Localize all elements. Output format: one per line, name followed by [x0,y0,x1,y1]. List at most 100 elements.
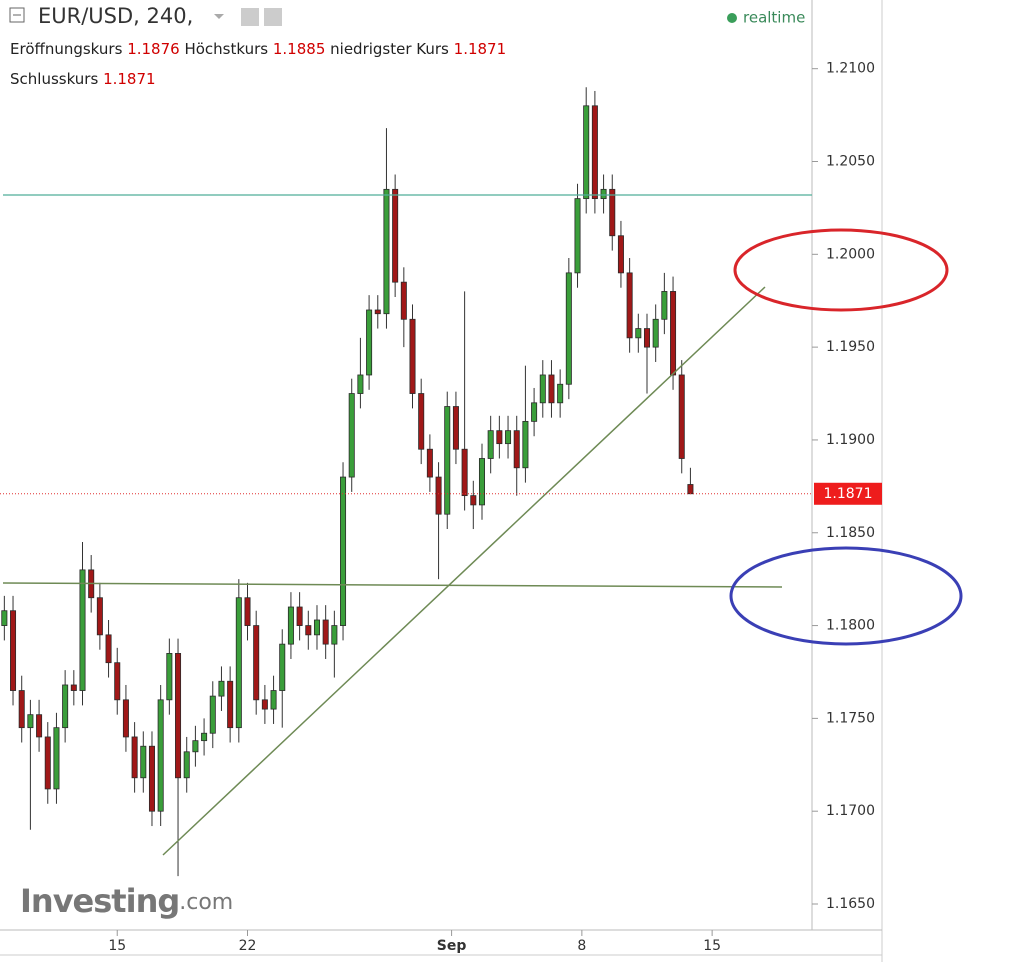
candle-body [609,188,616,237]
y-tick-label: 1.2000 [826,246,875,262]
y-tick-label: 1.1800 [826,618,875,634]
candle-body [444,406,451,515]
candle-body [357,374,364,394]
y-tick-label: 1.1950 [826,339,875,355]
candle-body [209,695,216,734]
candle-body [513,430,520,469]
candle-body [426,448,433,478]
candle-body [505,430,512,445]
gear-icon[interactable] [264,8,282,26]
candle-body [366,309,373,376]
candle-body [36,714,43,738]
watermark-brand: Investing [20,882,179,920]
candle-body [626,272,633,339]
candle-body [661,291,668,320]
ohlc-value: 1.1885 [273,40,326,58]
candle-body [235,597,242,729]
candle-body [461,448,468,497]
ohlc-label: Eröffnungskurs [10,40,123,58]
y-tick-label: 1.1900 [826,432,875,448]
support-line [2,582,783,588]
candle-body [643,328,650,348]
candle-body [583,105,590,200]
candle-body [557,383,564,404]
candle-body [305,625,312,636]
candle-body [148,745,155,812]
x-tick-label: 15 [108,938,126,954]
ohlc-line: Schlusskurs 1.1871 [10,70,156,88]
candle-body [270,690,277,710]
candle-body [539,374,546,404]
candle-body [18,690,25,729]
candle-body [261,699,268,710]
x-tick-label: 15 [703,938,721,954]
candle-body [166,653,173,701]
candle-body [44,736,51,790]
watermark: Investing.com [20,882,233,920]
candle-body [531,402,538,422]
highlight-ellipse-red [733,228,949,312]
candle-body [53,727,60,790]
candle-body [131,736,138,779]
y-tick-label: 1.1750 [826,710,875,726]
candle-body [600,188,607,200]
candle-body [79,569,86,691]
collapse-icon[interactable] [9,7,25,23]
candles [1,87,694,877]
ohlc-line: Eröffnungskurs 1.1876 Höchstkurs 1.1885 … [10,40,506,58]
candle-body [348,393,355,478]
y-tick-label: 1.1850 [826,525,875,541]
candle-body [670,291,677,376]
candle-body [62,684,69,729]
candle-body [175,653,182,779]
status: realtime [743,9,805,27]
candle-body [140,745,147,779]
candle-body [392,188,399,283]
candle-body [322,619,329,645]
dropdown-icon[interactable] [214,14,224,19]
candle-body [183,751,190,779]
candle-body [192,740,199,753]
candle-body [114,662,121,701]
last-price-tag [814,482,882,505]
candle-body [1,610,8,626]
candle-body [687,484,694,495]
candle-body [496,430,503,445]
candle-body [27,714,34,729]
candle-body [418,393,425,450]
candle-body [201,732,208,742]
symbol-title: EUR/USD, 240, [38,4,193,28]
watermark-domain: .com [179,890,233,915]
candle-body [296,606,303,626]
ohlc-value: 1.1876 [127,40,180,58]
candle-body [227,680,234,729]
candle-body [652,318,659,348]
last-price-label: 1.1871 [824,486,873,502]
candle-body [340,476,347,626]
ohlc-label: Höchstkurs [184,40,268,58]
y-tick-label: 1.2050 [826,153,875,169]
x-tick-label: 8 [577,938,586,954]
candle-body [287,606,294,645]
candle-body [409,318,416,394]
candle-body [70,684,77,691]
x-tick-label: 22 [239,938,257,954]
candle-body [105,634,112,664]
candle-body [470,495,477,506]
candle-body [548,374,555,404]
candle-body [487,430,494,459]
highlight-ellipse-blue [729,546,963,646]
y-tick-label: 1.1650 [826,896,875,912]
candle-body [10,610,17,691]
candle-body [383,188,390,315]
candle-body [522,420,529,469]
ohlc-label: Schlusskurs [10,70,98,88]
settings-icon[interactable] [241,8,259,26]
candle-body [617,235,624,274]
plot-background [0,0,882,930]
candle-body [96,597,103,636]
candle-body [331,625,338,645]
y-tick-label: 1.1700 [826,803,875,819]
